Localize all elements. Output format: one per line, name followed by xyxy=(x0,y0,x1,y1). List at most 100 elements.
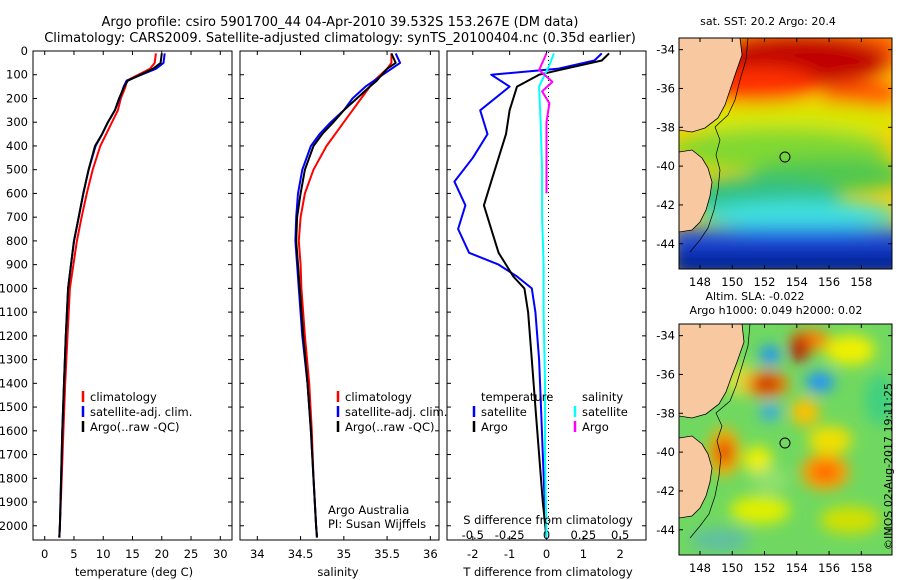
x-tick-label: 35 xyxy=(337,547,352,561)
legend-label-climatology: climatology xyxy=(90,390,157,404)
series-line-temperature-satellite xyxy=(453,52,603,538)
sst-argo-location-marker xyxy=(779,151,791,163)
map-lon-label: 154 xyxy=(786,275,808,289)
series-line-salinity-satellite xyxy=(538,53,555,538)
depth-tick-label: 1100 xyxy=(0,305,28,319)
sla-land-tasmania xyxy=(679,435,713,519)
difference-lines xyxy=(453,52,610,538)
map-lon-label: 158 xyxy=(850,561,872,575)
series-line-argo-raw-qc- xyxy=(295,52,397,538)
depth-tick-label: 500 xyxy=(6,163,28,177)
depth-tick-label: 200 xyxy=(6,91,28,105)
sla-map-title-line1: Altim. SLA: -0.022 xyxy=(705,290,804,303)
sst-land-tasmania xyxy=(679,149,713,233)
depth-tick-label: 2000 xyxy=(0,519,28,533)
s-diff-tick-label: 0.25 xyxy=(571,528,597,542)
salinity-legend: climatology satellite-adj. clim. Argo(..… xyxy=(336,390,447,434)
figure-title-line1: Argo profile: csiro 5901700_44 04-Apr-20… xyxy=(102,15,579,30)
sla-map-title-line2: Argo h1000: 0.049 h2000: 0.02 xyxy=(690,304,863,317)
depth-tick-label: 1600 xyxy=(0,424,28,438)
legend-label-satellite: satellite-adj. clim. xyxy=(90,405,192,419)
x-tick-label: 0 xyxy=(41,547,48,561)
s-diff-tick-label: 0.5 xyxy=(611,528,629,542)
legend-label-s-argo: Argo xyxy=(582,420,609,434)
x-tick-label: 20 xyxy=(154,547,169,561)
legend-label-t-satellite: satellite xyxy=(481,405,527,419)
map-lat-label: -42 xyxy=(656,484,675,498)
map-lat-label: -42 xyxy=(656,198,675,212)
map-lat-label: -36 xyxy=(656,81,675,95)
map-lat-label: -36 xyxy=(656,367,675,381)
legend-label-argo: Argo(..raw -QC) xyxy=(345,420,435,434)
depth-tick-label: 1700 xyxy=(0,448,28,462)
depth-tick-label: 900 xyxy=(6,258,28,272)
legend-label-satellite: satellite-adj. clim. xyxy=(345,405,447,419)
temperature-panel-frame xyxy=(32,50,233,541)
x-tick-label: 34 xyxy=(250,547,265,561)
x-tick-label: 35.5 xyxy=(374,547,400,561)
map-lon-label: 148 xyxy=(689,561,711,575)
x-tick-label: 0 xyxy=(543,547,550,561)
map-lon-label: 148 xyxy=(689,275,711,289)
sst-land-mainland xyxy=(679,38,743,133)
sst-shelf-contour xyxy=(689,38,749,253)
depth-tick-label: 600 xyxy=(6,186,28,200)
map-lat-label: -34 xyxy=(656,329,675,343)
legend-heading-salinity: salinity xyxy=(582,390,623,404)
salinity-x-axis: 34 34.5 35 35.5 36 xyxy=(250,51,438,561)
depth-tick-label: 1300 xyxy=(0,353,28,367)
salinity-axis-label: salinity xyxy=(317,565,358,579)
difference-axis-label: T difference from climatology xyxy=(462,565,633,579)
x-tick-label: 25 xyxy=(184,547,199,561)
depth-axis: 0 100 200 300 400 500 600 700 800 900 1000 1100 1200… xyxy=(0,44,646,533)
legend-label-s-satellite: satellite xyxy=(582,405,628,419)
sst-map-title: sat. SST: 20.2 Argo: 20.4 xyxy=(700,15,836,28)
difference-legend: temperature salinity satellite Argo sate… xyxy=(472,390,628,434)
temperature-axis-label: temperature (deg C) xyxy=(75,565,193,579)
pi-note: PI: Susan Wijffels xyxy=(328,517,426,531)
legend-label-climatology: climatology xyxy=(345,390,412,404)
map-lon-label: 150 xyxy=(721,275,743,289)
legend-heading-temperature: temperature xyxy=(481,390,553,404)
map-lon-label: 156 xyxy=(818,561,840,575)
map-lat-label: -40 xyxy=(656,159,675,173)
temperature-x-axis: 0 5 10 15 20 25 30 xyxy=(41,51,228,561)
x-tick-label: 5 xyxy=(70,547,77,561)
map-lat-label: -38 xyxy=(656,120,675,134)
temperature-lines xyxy=(58,53,166,538)
map-lon-label: 156 xyxy=(818,275,840,289)
depth-tick-label: 1000 xyxy=(0,281,28,295)
x-tick-label: 30 xyxy=(213,547,228,561)
legend-label-argo: Argo(..raw -QC) xyxy=(90,420,180,434)
map-lat-label: -34 xyxy=(656,43,675,57)
series-line-salinity-argo xyxy=(538,52,554,194)
difference-top-axis-label: S difference from climatology xyxy=(463,513,633,527)
s-diff-tick-label: -0.5 xyxy=(462,528,484,542)
imos-timestamp: ©IMOS 02-Aug-2017 19:11:25 xyxy=(882,383,895,550)
series-line-temperature-argo xyxy=(482,52,610,538)
x-tick-label: 15 xyxy=(125,547,140,561)
depth-tick-label: 0 xyxy=(21,44,28,58)
map-lat-label: -40 xyxy=(656,445,675,459)
x-tick-label: 1 xyxy=(580,547,587,561)
sla-land-mainland xyxy=(679,324,745,419)
map-lat-label: -44 xyxy=(656,523,675,537)
difference-x-axis: -2 -1 0 1 2-0.5 -0.25 0 0.25 0.5 xyxy=(462,51,629,561)
depth-tick-label: 1400 xyxy=(0,376,28,390)
depth-tick-label: 1800 xyxy=(0,471,28,485)
depth-tick-label: 1900 xyxy=(0,495,28,509)
depth-tick-label: 300 xyxy=(6,115,28,129)
argo-australia-note: Argo Australia xyxy=(328,503,409,517)
x-tick-label: 2 xyxy=(617,547,624,561)
map-lat-label: -44 xyxy=(656,237,675,251)
map-lon-label: 158 xyxy=(850,275,872,289)
salinity-lines xyxy=(294,52,402,538)
depth-tick-label: 1200 xyxy=(0,329,28,343)
x-tick-label: 34.5 xyxy=(288,547,314,561)
sst-map: -34 -36 -38 -40 -42 -44 148 150 152 154 156 158 xyxy=(656,37,893,289)
sla-shelf-contour xyxy=(689,324,751,539)
figure-title-line2: Climatology: CARS2009. Satellite-adjuste… xyxy=(44,31,636,46)
sla-map: -34 -36 -38 -40 -42 -44 148 150 152 154 156 158 xyxy=(656,323,893,575)
sst-map-axes: -34 -36 -38 -40 -42 -44 148 150 152 154 156 158 xyxy=(656,38,892,289)
sla-argo-location-marker xyxy=(779,437,791,449)
